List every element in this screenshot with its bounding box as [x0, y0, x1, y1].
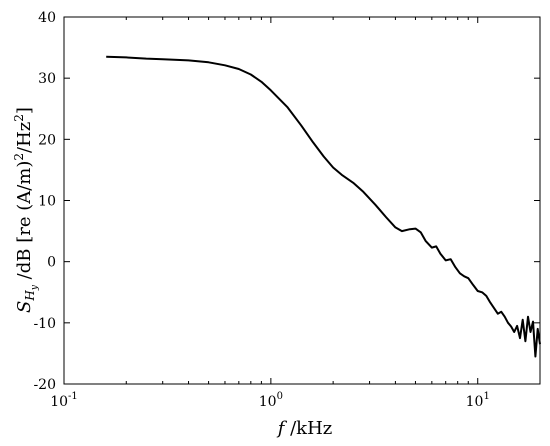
- y-axis-label: SHy /dB [re (A/m)2/Hz2]: [12, 107, 40, 313]
- y-axis-label-unit-3: ]: [14, 107, 35, 114]
- x-tick-label-base: 10: [50, 394, 68, 410]
- y-tick-label: 10: [38, 194, 56, 210]
- x-tick-label-base: 10: [466, 394, 484, 410]
- y-axis-label-subsub: y: [30, 284, 40, 291]
- x-tick-label-base: 10: [259, 394, 277, 410]
- series-line: [106, 55, 541, 358]
- y-axis-ticks: -20 -10 0 10 20 30 40: [33, 10, 540, 393]
- y-tick-label: -10: [33, 316, 56, 332]
- y-axis-label-sup-2: 2: [12, 114, 26, 122]
- x-tick-label: 101: [466, 391, 490, 410]
- y-tick-label: -20: [33, 377, 56, 393]
- y-axis-label-unit-2: /Hz: [14, 122, 35, 153]
- axes-frame: [63, 16, 541, 385]
- y-tick-label: 30: [38, 71, 56, 87]
- x-axis-label: f /kHz: [276, 418, 333, 439]
- y-tick-label: 0: [47, 255, 56, 271]
- y-axis-label-sub: H: [23, 290, 37, 302]
- x-tick-label-exp: 1: [483, 391, 489, 402]
- x-axis-label-unit: /kHz: [284, 418, 332, 439]
- y-axis-label-unit-1: /dB [re (A/m): [14, 161, 35, 285]
- x-tick-label-exp: -1: [68, 391, 78, 402]
- x-axis-ticks: 10-1 100 101: [50, 17, 541, 410]
- y-tick-label: 20: [38, 132, 56, 148]
- y-axis-label-sup-1: 2: [12, 153, 26, 161]
- y-tick-label: 40: [38, 10, 56, 26]
- x-tick-label: 10-1: [50, 391, 78, 410]
- x-tick-label: 100: [259, 391, 283, 410]
- x-tick-label-exp: 0: [277, 391, 283, 402]
- y-axis-label-var: S: [14, 301, 35, 313]
